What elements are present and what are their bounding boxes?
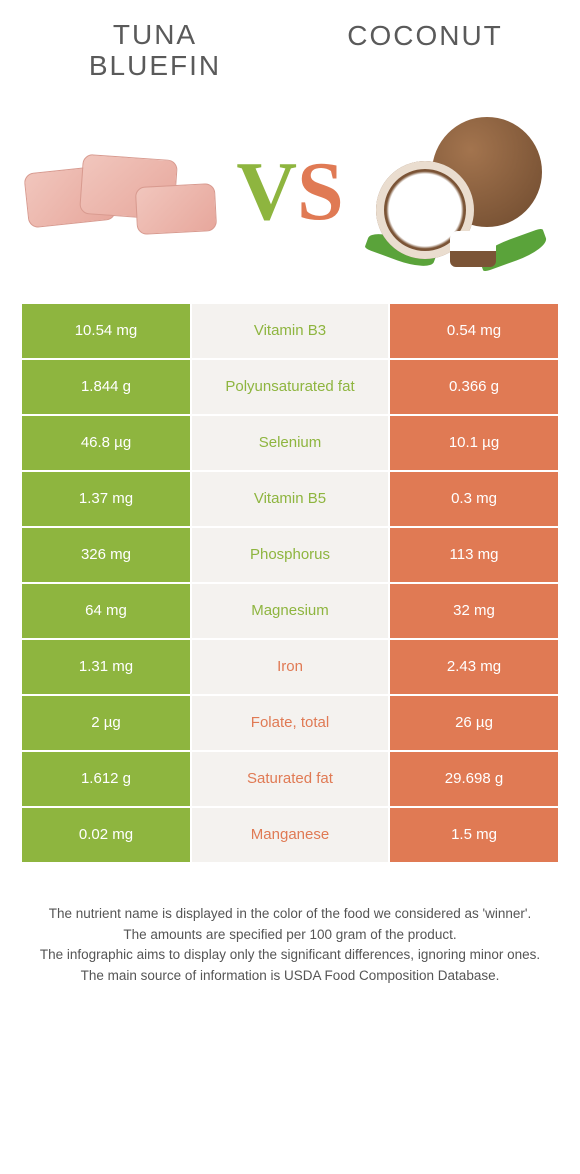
table-row: 1.844 gPolyunsaturated fat0.366 g [22, 360, 558, 416]
nutrient-label-cell: Phosphorus [192, 528, 388, 582]
left-food-title: Tuna Bluefin [20, 20, 290, 82]
left-value-cell: 326 mg [22, 528, 192, 582]
table-row: 0.02 mgManganese1.5 mg [22, 808, 558, 864]
vs-s: S [297, 150, 344, 234]
left-food-title-line1: Tuna [113, 19, 197, 50]
right-value-cell: 0.3 mg [388, 472, 558, 526]
left-value-cell: 46.8 µg [22, 416, 192, 470]
right-value-cell: 1.5 mg [388, 808, 558, 862]
table-row: 326 mgPhosphorus113 mg [22, 528, 558, 584]
left-value-cell: 0.02 mg [22, 808, 192, 862]
footnotes: The nutrient name is displayed in the co… [0, 864, 580, 1028]
left-value-cell: 64 mg [22, 584, 192, 638]
table-row: 46.8 µgSelenium10.1 µg [22, 416, 558, 472]
table-row: 64 mgMagnesium32 mg [22, 584, 558, 640]
footnote-line: The main source of information is USDA F… [34, 966, 546, 987]
right-value-cell: 113 mg [388, 528, 558, 582]
footnote-line: The infographic aims to display only the… [34, 945, 546, 966]
nutrient-label-cell: Selenium [192, 416, 388, 470]
nutrient-label-cell: Folate, total [192, 696, 388, 750]
right-food-image [354, 112, 560, 272]
left-value-cell: 2 µg [22, 696, 192, 750]
vs-v: V [236, 150, 297, 234]
left-value-cell: 1.31 mg [22, 640, 192, 694]
nutrient-label-cell: Polyunsaturated fat [192, 360, 388, 414]
table-row: 1.612 gSaturated fat29.698 g [22, 752, 558, 808]
right-food-title: Coconut [290, 20, 560, 82]
left-food-title-line2: Bluefin [89, 50, 221, 81]
right-value-cell: 29.698 g [388, 752, 558, 806]
table-row: 1.31 mgIron2.43 mg [22, 640, 558, 696]
right-value-cell: 0.366 g [388, 360, 558, 414]
left-value-cell: 10.54 mg [22, 304, 192, 358]
left-value-cell: 1.37 mg [22, 472, 192, 526]
coconut-icon [372, 117, 542, 267]
tuna-icon [26, 147, 221, 237]
nutrient-label-cell: Magnesium [192, 584, 388, 638]
nutrient-label-cell: Vitamin B3 [192, 304, 388, 358]
right-value-cell: 26 µg [388, 696, 558, 750]
vs-label: VS [236, 150, 343, 234]
comparison-table: 10.54 mgVitamin B30.54 mg1.844 gPolyunsa… [22, 302, 558, 864]
nutrient-label-cell: Vitamin B5 [192, 472, 388, 526]
table-row: 10.54 mgVitamin B30.54 mg [22, 304, 558, 360]
header-titles: Tuna Bluefin Coconut [0, 0, 580, 82]
left-food-image [20, 112, 226, 272]
footnote-line: The amounts are specified per 100 gram o… [34, 925, 546, 946]
table-row: 2 µgFolate, total26 µg [22, 696, 558, 752]
nutrient-label-cell: Saturated fat [192, 752, 388, 806]
right-value-cell: 0.54 mg [388, 304, 558, 358]
hero-row: VS [0, 82, 580, 302]
right-value-cell: 10.1 µg [388, 416, 558, 470]
left-value-cell: 1.844 g [22, 360, 192, 414]
left-value-cell: 1.612 g [22, 752, 192, 806]
right-value-cell: 2.43 mg [388, 640, 558, 694]
nutrient-label-cell: Iron [192, 640, 388, 694]
footnote-line: The nutrient name is displayed in the co… [34, 904, 546, 925]
right-value-cell: 32 mg [388, 584, 558, 638]
table-row: 1.37 mgVitamin B50.3 mg [22, 472, 558, 528]
nutrient-label-cell: Manganese [192, 808, 388, 862]
